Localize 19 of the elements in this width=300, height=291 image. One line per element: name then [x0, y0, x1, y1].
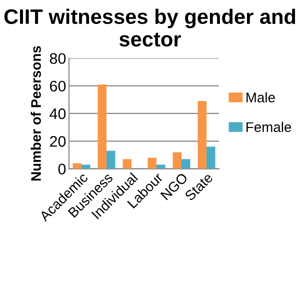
legend-label: Female — [246, 122, 292, 132]
y-tick-label: 80 — [50, 53, 66, 64]
bar — [98, 84, 106, 169]
y-tick-label: 20 — [50, 136, 66, 147]
bar — [198, 101, 206, 169]
legend-label: Male — [246, 92, 275, 102]
chart-title: CIIT witnesses by gender and sector — [4, 8, 296, 47]
bar — [156, 164, 166, 169]
y-tick-label: 40 — [50, 108, 66, 120]
bar — [122, 159, 132, 169]
bar — [148, 158, 156, 169]
bar — [172, 152, 182, 169]
y-axis-title: Number of Peersons — [30, 46, 41, 180]
y-tick-label: 60 — [50, 80, 66, 92]
bar — [106, 150, 116, 169]
y-tick-label: 0 — [58, 164, 66, 174]
bar — [206, 146, 216, 169]
bar — [182, 159, 190, 169]
bar — [82, 164, 90, 169]
